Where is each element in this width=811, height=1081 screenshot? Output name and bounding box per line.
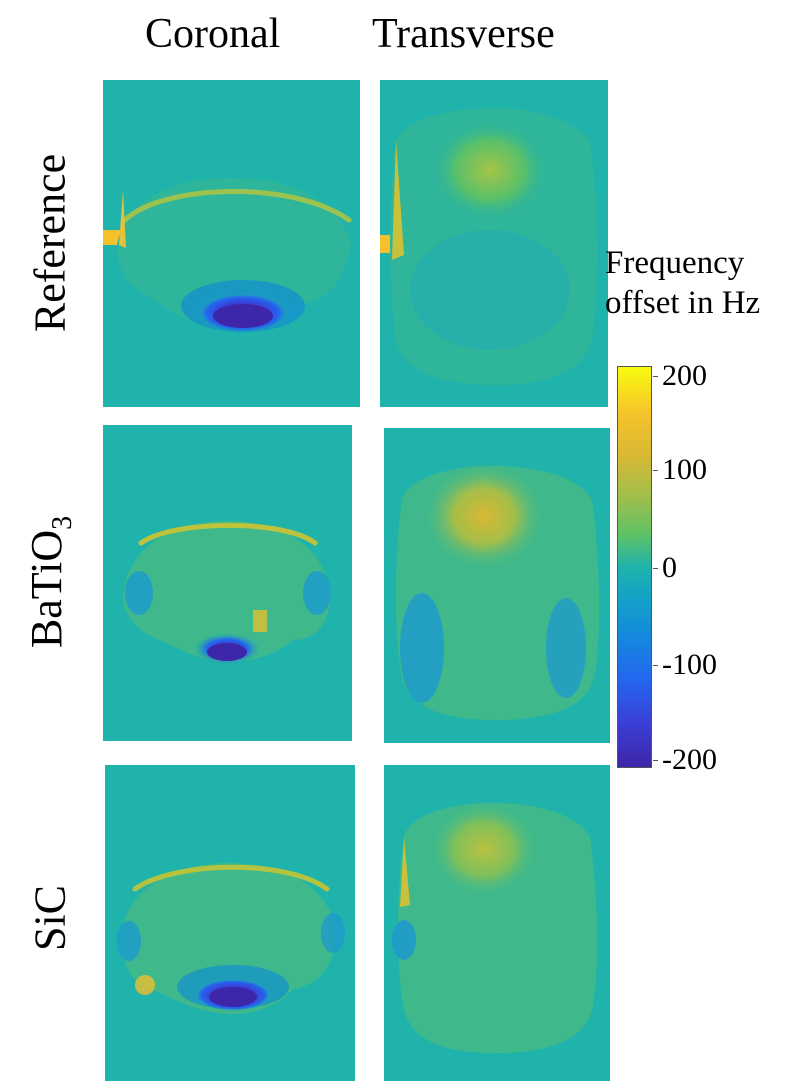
colorbar-tick-label: 100 [662, 453, 707, 486]
column-title-transverse: Transverse [372, 11, 555, 57]
colorbar-tick-label: 200 [662, 359, 707, 392]
colorbar-tickmark [653, 376, 658, 377]
reference-coronal-map [103, 80, 360, 407]
batio3-coronal-map [103, 425, 352, 741]
colorbar-tickmark [653, 760, 658, 761]
colorbar-tick-label: -200 [662, 743, 717, 776]
colorbar-tick-label: -100 [662, 648, 717, 681]
batio3-transverse-map [384, 428, 610, 743]
row-label-sic: SiC [25, 884, 75, 952]
colorbar-tick-label: 0 [662, 551, 677, 584]
row-label-batio3: BaTiO3 [22, 515, 78, 649]
colorbar [617, 366, 652, 768]
reference-transverse-map [380, 80, 608, 407]
colorbar-tickmark [653, 568, 658, 569]
column-title-coronal: Coronal [145, 11, 281, 57]
colorbar-tickmark [653, 470, 658, 471]
row-label-reference: Reference [25, 153, 75, 333]
sic-transverse-map [384, 765, 610, 1081]
colorbar-tickmark [653, 665, 658, 666]
colorbar-title: Frequency offset in Hz [605, 245, 761, 321]
sic-coronal-map [105, 765, 355, 1081]
